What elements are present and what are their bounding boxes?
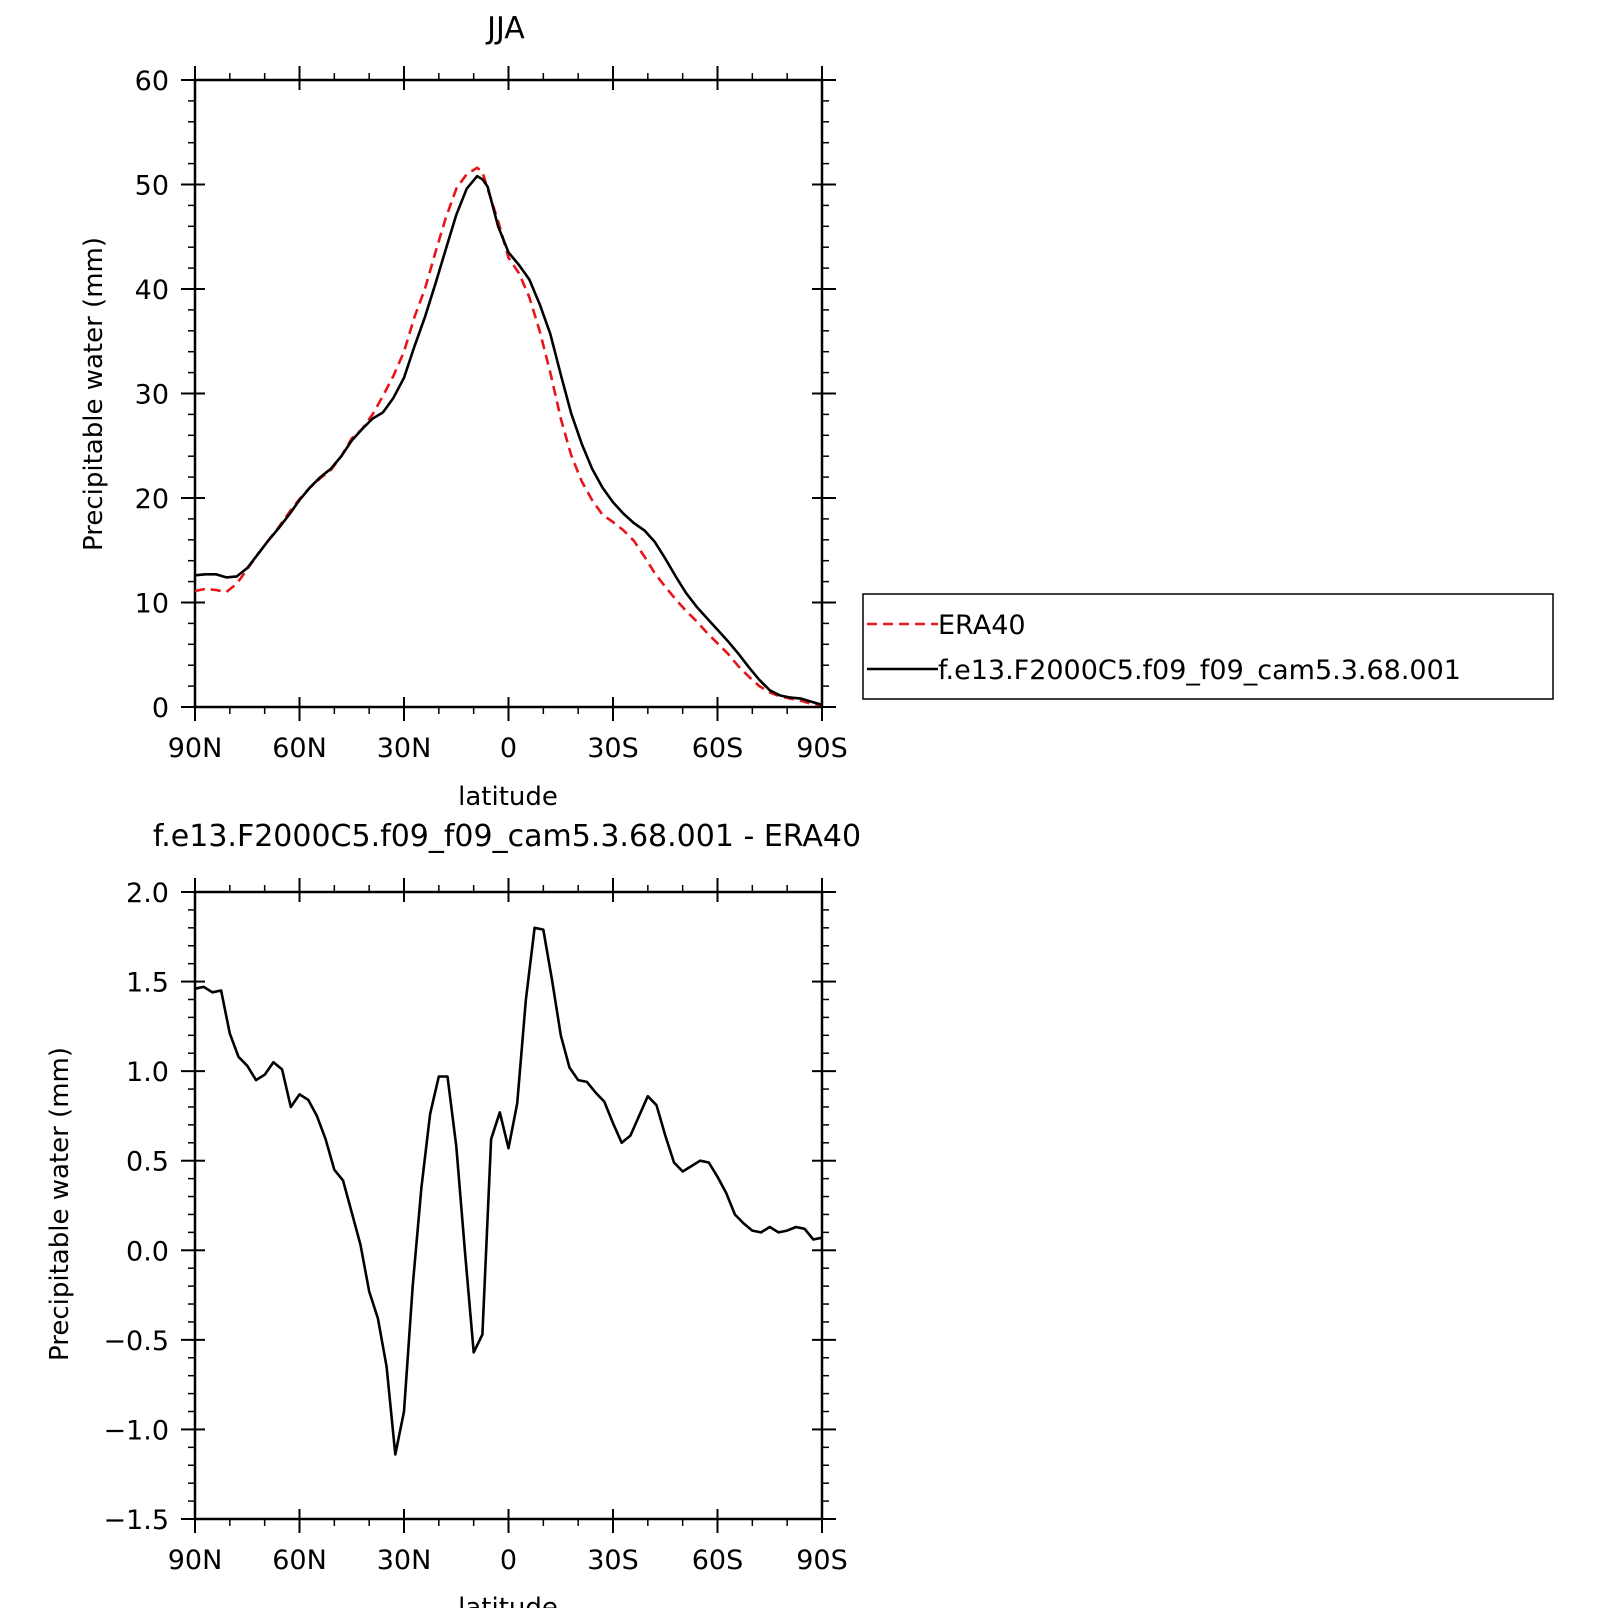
legend-label-era40: ERA40 <box>938 610 1026 641</box>
bottom-chart-title: f.e13.F2000C5.f09_f09_cam5.3.68.001 - ER… <box>153 819 861 854</box>
y-tick-label: 1.0 <box>126 1057 169 1088</box>
y-tick-label: −1.5 <box>103 1505 169 1536</box>
x-tick-label: 60N <box>272 1545 327 1576</box>
y-tick-label: 0.0 <box>126 1236 169 1267</box>
bottom-panel: f.e13.F2000C5.f09_f09_cam5.3.68.001 - ER… <box>45 819 861 1608</box>
y-tick-label: 60 <box>135 66 169 97</box>
x-tick-label: 0 <box>500 1545 517 1576</box>
legend: ERA40 f.e13.F2000C5.f09_f09_cam5.3.68.00… <box>862 593 1554 700</box>
x-tick-label: 90S <box>796 1545 848 1576</box>
y-tick-label: 10 <box>135 589 169 620</box>
x-tick-label: 60N <box>272 733 327 764</box>
top-plot-frame <box>193 78 824 709</box>
y-tick-label: 1.5 <box>126 968 169 999</box>
bottom-plot-frame <box>193 890 824 1521</box>
x-tick-label: 90S <box>796 733 848 764</box>
y-tick-label: −0.5 <box>103 1326 169 1357</box>
y-tick-label: −1.0 <box>103 1415 169 1446</box>
x-tick-label: 0 <box>500 733 517 764</box>
x-tick-label: 90N <box>168 733 223 764</box>
x-tick-label: 30S <box>587 733 639 764</box>
x-tick-label: 30N <box>377 1545 432 1576</box>
x-tick-label: 60S <box>692 733 744 764</box>
y-tick-label: 0 <box>152 693 169 724</box>
y-tick-label: 0.5 <box>126 1147 169 1178</box>
bottom-x-axis-label: latitude <box>458 1593 558 1608</box>
top-panel: JJA 90N 60N 30N 0 30S 60S 90S 0 10 20 30 40 50 60 lat… <box>79 11 1554 812</box>
top-series-lines <box>194 166 823 707</box>
x-tick-label: 30N <box>377 733 432 764</box>
top-series-line-1 <box>194 174 823 707</box>
bottom-series-line-0 <box>194 926 823 1456</box>
y-tick-label: 2.0 <box>126 878 169 909</box>
bottom-series-lines <box>194 926 823 1456</box>
legend-box <box>862 593 1554 700</box>
top-x-axis-label: latitude <box>458 782 558 812</box>
y-tick-label: 50 <box>135 171 169 202</box>
legend-label-model: f.e13.F2000C5.f09_f09_cam5.3.68.001 <box>938 655 1461 686</box>
y-tick-label: 40 <box>135 275 169 306</box>
bottom-axis-ticks: 90N 60N 30N 0 30S 60S 90S −1.5 −1.0 −0.5 0.0 0.5 1.0… <box>103 878 848 1576</box>
top-axis-ticks: 90N 60N 30N 0 30S 60S 90S 0 10 20 30 40 50 60 <box>135 66 848 764</box>
top-series-line-0 <box>194 166 823 707</box>
y-tick-label: 30 <box>135 380 169 411</box>
top-y-axis-label: Precipitable water (mm) <box>79 237 109 551</box>
x-tick-label: 30S <box>587 1545 639 1576</box>
top-chart-title: JJA <box>485 11 525 46</box>
x-tick-label: 90N <box>168 1545 223 1576</box>
x-tick-label: 60S <box>692 1545 744 1576</box>
bottom-y-axis-label: Precipitable water (mm) <box>45 1047 75 1361</box>
y-tick-label: 20 <box>135 484 169 515</box>
